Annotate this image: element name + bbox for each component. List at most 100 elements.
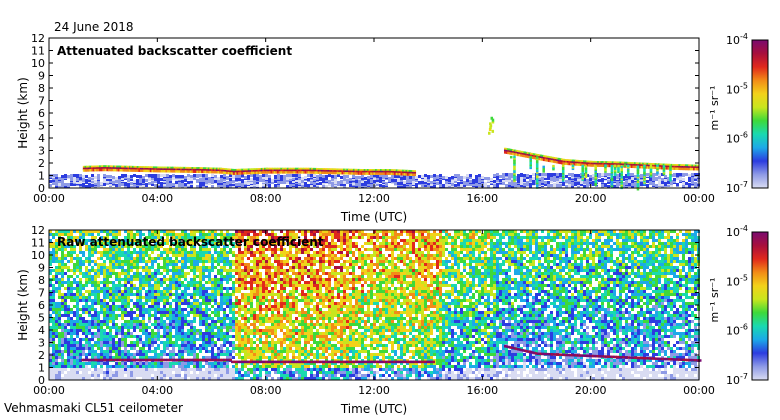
heatmap-cell <box>275 169 278 172</box>
heatmap-cell <box>620 170 623 173</box>
heatmap-cell <box>649 173 653 177</box>
heatmap-cell <box>88 272 91 275</box>
heatmap-cell <box>151 230 154 233</box>
heatmap-cell <box>169 326 172 329</box>
heatmap-cell <box>166 251 169 254</box>
heatmap-cell <box>163 281 166 284</box>
heatmap-cell <box>676 183 679 186</box>
heatmap-cell <box>52 251 55 254</box>
heatmap-cell <box>673 180 676 183</box>
heatmap-cell <box>67 308 70 311</box>
heatmap-cell <box>70 257 73 260</box>
heatmap-cell <box>325 171 329 175</box>
heatmap-cell <box>397 181 400 184</box>
heatmap-cell <box>88 281 91 284</box>
heatmap-cell <box>511 175 514 178</box>
heatmap-cell <box>88 353 91 356</box>
heatmap-cell <box>157 317 160 320</box>
heatmap-cell <box>190 251 193 254</box>
heatmap-cell <box>115 245 118 248</box>
heatmap-cell <box>70 341 73 344</box>
heatmap-cell <box>94 377 97 380</box>
heatmap-cell <box>97 335 100 338</box>
heatmap-cell <box>475 179 478 182</box>
heatmap-cell <box>413 170 417 173</box>
heatmap-cell <box>82 272 85 275</box>
heatmap-cell <box>136 302 139 305</box>
heatmap-cell <box>163 308 166 311</box>
heatmap-cell <box>199 311 202 314</box>
heatmap-cell <box>175 170 178 173</box>
heatmap-cell <box>307 184 310 187</box>
heatmap-cell <box>238 168 241 172</box>
heatmap-cell <box>288 167 291 171</box>
heatmap-cell <box>620 171 623 175</box>
heatmap-cell <box>67 323 70 326</box>
heatmap-cell <box>312 169 316 173</box>
heatmap-cell <box>154 335 157 338</box>
heatmap-cell <box>409 178 412 181</box>
heatmap-cell <box>190 284 193 287</box>
heatmap-cell <box>229 172 232 175</box>
heatmap-cell <box>175 371 178 374</box>
heatmap-cell <box>178 335 181 338</box>
heatmap-cell <box>73 311 76 314</box>
heatmap-cell <box>262 179 265 182</box>
heatmap-cell <box>112 308 115 311</box>
heatmap-cell <box>130 362 133 365</box>
heatmap-cell <box>175 374 178 377</box>
heatmap-cell <box>583 162 586 165</box>
heatmap-cell <box>405 171 408 175</box>
heatmap-cell <box>187 347 190 350</box>
heatmap-cell <box>146 169 149 173</box>
heatmap-cell <box>330 171 334 175</box>
heatmap-cell <box>620 174 623 178</box>
heatmap-cell <box>49 245 52 248</box>
heatmap-cell <box>202 179 205 182</box>
heatmap-cell <box>433 177 436 180</box>
heatmap-cell <box>546 157 549 161</box>
heatmap-cell <box>139 347 142 350</box>
heatmap-cell <box>127 245 130 248</box>
heatmap-cell <box>196 362 199 365</box>
heatmap-cell <box>613 167 617 171</box>
heatmap-cell <box>118 299 121 302</box>
heatmap-cell <box>91 320 94 323</box>
heatmap-cell <box>529 160 532 164</box>
heatmap-cell <box>103 311 106 314</box>
heatmap-cell <box>547 157 551 161</box>
heatmap-cell <box>496 175 499 178</box>
heatmap-cell <box>49 305 52 308</box>
heatmap-cell <box>136 326 139 329</box>
heatmap-cell <box>178 272 181 275</box>
heatmap-cell <box>151 266 154 269</box>
heatmap-cell <box>402 173 405 176</box>
heatmap-cell <box>88 251 91 254</box>
heatmap-cell <box>631 177 634 180</box>
heatmap-cell <box>178 260 181 263</box>
heatmap-cell <box>565 175 568 178</box>
heatmap-cell <box>207 170 211 174</box>
heatmap-cell <box>535 181 539 185</box>
heatmap-cell <box>148 347 151 350</box>
heatmap-cell <box>664 163 667 167</box>
heatmap-cell <box>106 317 109 320</box>
heatmap-cell <box>136 275 139 278</box>
heatmap-cell <box>49 269 52 272</box>
heatmap-cell <box>97 314 100 317</box>
heatmap-cell <box>52 317 55 320</box>
heatmap-cell <box>91 308 94 311</box>
heatmap-cell <box>201 167 204 170</box>
heatmap-cell <box>94 296 97 299</box>
heatmap-cell <box>133 311 136 314</box>
heatmap-cell <box>238 172 241 175</box>
heatmap-cell <box>296 171 300 174</box>
heatmap-cell <box>202 296 205 299</box>
heatmap-cell <box>175 326 178 329</box>
heatmap-cell <box>394 171 397 174</box>
heatmap-cell <box>121 305 124 308</box>
heatmap-cell <box>403 185 406 188</box>
heatmap-cell <box>559 158 562 161</box>
heatmap-cell <box>136 166 140 169</box>
heatmap-cell <box>169 335 172 338</box>
